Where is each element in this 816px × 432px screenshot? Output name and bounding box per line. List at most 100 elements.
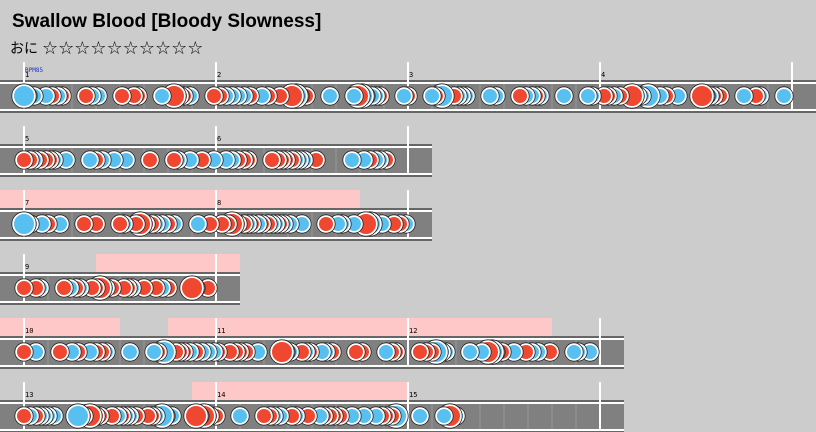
note-outline (262, 150, 282, 170)
note-outline (65, 403, 91, 429)
note-outline (11, 211, 37, 237)
lane-row: 9 (0, 254, 240, 305)
note-outline (11, 83, 37, 109)
difficulty: おに (10, 41, 38, 57)
gogo-band (192, 382, 408, 400)
gogo-band (96, 254, 240, 272)
note-outline (510, 86, 530, 106)
note-outline (144, 342, 164, 362)
note-outline (14, 150, 34, 170)
note-outline (112, 86, 132, 106)
note-outline (734, 86, 754, 106)
note-outline (188, 214, 208, 234)
big-note (180, 276, 204, 300)
note-outline (689, 83, 715, 109)
note-outline (54, 278, 74, 298)
note-outline (14, 278, 34, 298)
note-outline (376, 342, 396, 362)
note-outline (152, 86, 172, 106)
gogo-band (0, 318, 120, 336)
measure-number: 3 (409, 71, 413, 79)
big-note (12, 212, 36, 236)
note (153, 87, 171, 105)
note (15, 407, 33, 425)
note (15, 151, 33, 169)
note-outline (254, 406, 274, 426)
note-outline (50, 342, 70, 362)
note-outline (179, 275, 205, 301)
note (395, 87, 413, 105)
note-outline (774, 86, 794, 106)
note (81, 151, 99, 169)
measure-number: 4 (601, 71, 605, 79)
note-outline (460, 342, 480, 362)
note (263, 151, 281, 169)
note (189, 215, 207, 233)
note-outline (14, 342, 34, 362)
note-outline (80, 150, 100, 170)
note (511, 87, 529, 105)
note-outline (316, 214, 336, 234)
measure-number: 14 (217, 391, 225, 399)
note-outline (320, 86, 340, 106)
lane-row: 1 2 3 4 (0, 62, 816, 113)
note (55, 279, 73, 297)
measure-number: 6 (217, 135, 221, 143)
note (461, 343, 479, 361)
note-outline (394, 86, 414, 106)
note (321, 87, 339, 105)
note (411, 343, 429, 361)
note (735, 87, 753, 105)
big-note (690, 84, 714, 108)
note-outline (342, 150, 362, 170)
song-title: Swallow Blood [Bloody Slowness] (12, 11, 321, 32)
measure-number: 13 (25, 391, 33, 399)
note (345, 87, 363, 105)
lane-row: 13 14 15 (0, 382, 624, 432)
note (51, 343, 69, 361)
gogo-band (0, 190, 360, 208)
gogo-band (168, 318, 552, 336)
note (579, 87, 597, 105)
note-outline (230, 406, 250, 426)
note-outline (422, 86, 442, 106)
backgrounds (0, 190, 552, 400)
note (75, 215, 93, 233)
note (343, 151, 361, 169)
note-outline (564, 342, 584, 362)
note (565, 343, 583, 361)
note-outline (140, 150, 160, 170)
note (113, 87, 131, 105)
note (377, 343, 395, 361)
measure-number: 1 (25, 71, 29, 79)
note-outline (14, 406, 34, 426)
note-outline (554, 86, 574, 106)
big-note (66, 404, 90, 428)
measure-number: 7 (25, 199, 29, 207)
note (775, 87, 793, 105)
note-outline (120, 342, 140, 362)
note (423, 87, 441, 105)
measure-number: 12 (409, 327, 417, 335)
note-outline (269, 339, 295, 365)
note (555, 87, 573, 105)
note-outline (204, 86, 224, 106)
note (15, 343, 33, 361)
note (165, 151, 183, 169)
measure-number: 5 (25, 135, 29, 143)
note (255, 407, 273, 425)
big-note (184, 404, 208, 428)
note (435, 407, 453, 425)
note-outline (110, 214, 130, 234)
note (77, 87, 95, 105)
measure-number: 9 (25, 263, 29, 271)
note (111, 215, 129, 233)
note (121, 343, 139, 361)
note (347, 343, 365, 361)
measure-number: 2 (217, 71, 221, 79)
note-outline (480, 86, 500, 106)
note (411, 407, 429, 425)
